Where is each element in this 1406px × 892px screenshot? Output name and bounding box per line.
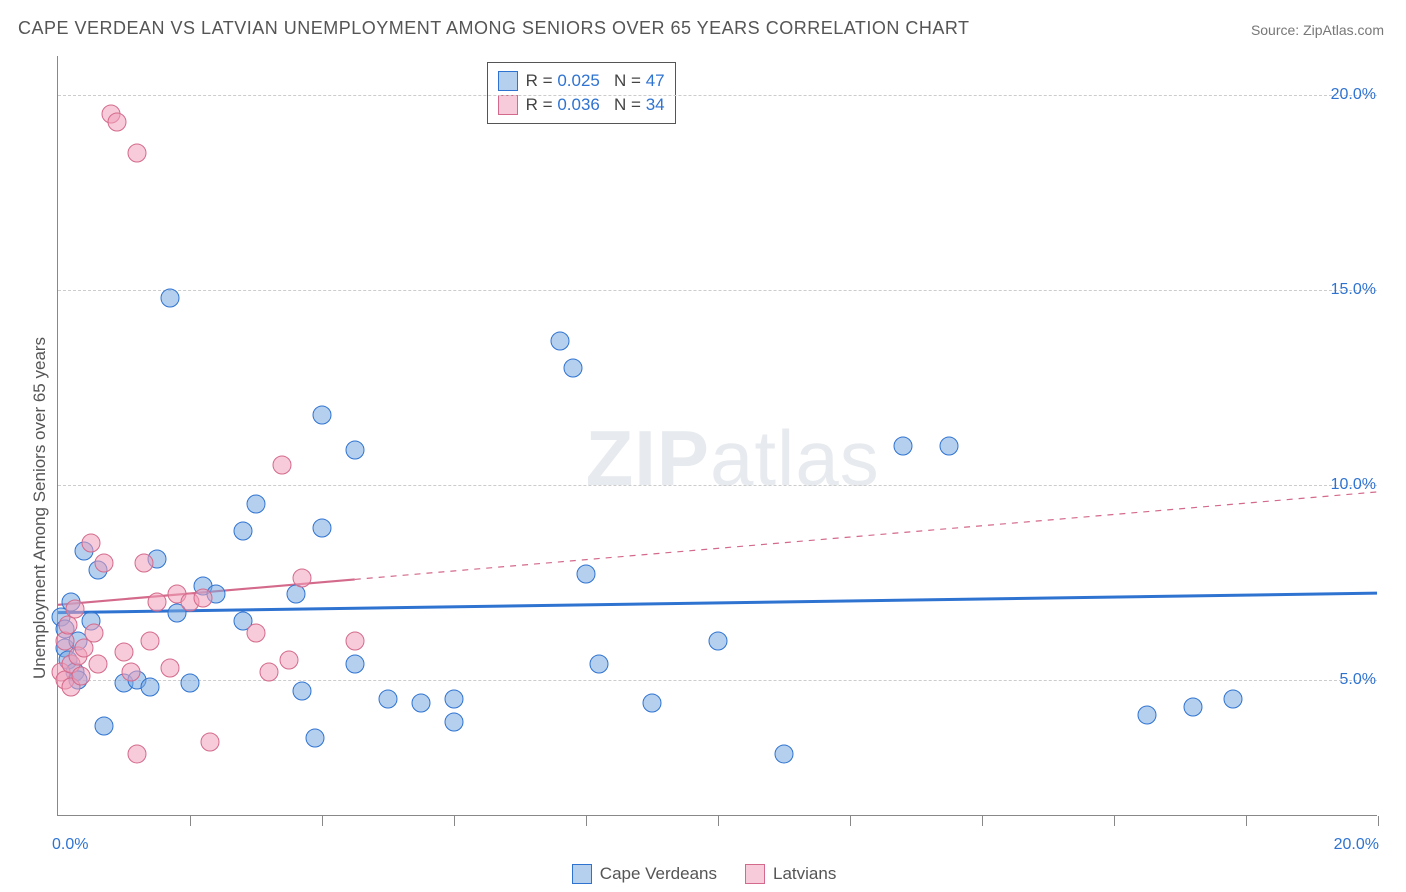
data-point <box>161 288 180 307</box>
data-point <box>379 690 398 709</box>
y-tick-label: 10.0% <box>1316 476 1376 494</box>
legend-swatch <box>498 95 518 115</box>
gridline <box>58 95 1377 96</box>
correlation-legend-row: R = 0.025 N = 47 <box>498 69 665 93</box>
x-tick <box>1246 816 1247 826</box>
data-point <box>233 522 252 541</box>
gridline <box>58 680 1377 681</box>
watermark-bold: ZIP <box>586 414 710 502</box>
y-tick-label: 5.0% <box>1316 671 1376 689</box>
data-point <box>313 518 332 537</box>
source-name: ZipAtlas.com <box>1303 22 1384 38</box>
data-point <box>412 693 431 712</box>
data-point <box>108 113 127 132</box>
x-axis-end-label: 20.0% <box>1334 836 1379 854</box>
correlation-legend-row: R = 0.036 N = 34 <box>498 93 665 117</box>
data-point <box>85 623 104 642</box>
y-tick-label: 20.0% <box>1316 86 1376 104</box>
data-point <box>82 534 101 553</box>
data-point <box>643 693 662 712</box>
data-point <box>247 623 266 642</box>
x-tick <box>190 816 191 826</box>
data-point <box>134 553 153 572</box>
data-point <box>306 729 325 748</box>
data-point <box>115 643 134 662</box>
data-point <box>141 631 160 650</box>
gridline <box>58 485 1377 486</box>
data-point <box>148 592 167 611</box>
x-tick <box>322 816 323 826</box>
x-tick <box>718 816 719 826</box>
data-point <box>550 331 569 350</box>
y-tick-label: 15.0% <box>1316 281 1376 299</box>
data-point <box>72 666 91 685</box>
data-point <box>590 655 609 674</box>
data-point <box>260 662 279 681</box>
data-point <box>95 553 114 572</box>
scatter-plot-area: ZIPatlas R = 0.025 N = 47R = 0.036 N = 3… <box>57 56 1377 816</box>
trend-line <box>58 593 1377 612</box>
data-point <box>445 690 464 709</box>
data-point <box>65 600 84 619</box>
data-point <box>128 144 147 163</box>
data-point <box>313 405 332 424</box>
data-point <box>247 495 266 514</box>
x-tick <box>586 816 587 826</box>
data-point <box>1138 705 1157 724</box>
legend-swatch <box>745 864 765 884</box>
data-point <box>293 682 312 701</box>
data-point <box>293 569 312 588</box>
x-tick <box>454 816 455 826</box>
x-tick <box>982 816 983 826</box>
data-point <box>709 631 728 650</box>
data-point <box>577 565 596 584</box>
legend-swatch <box>498 71 518 91</box>
data-point <box>200 732 219 751</box>
data-point <box>280 651 299 670</box>
x-axis-start-label: 0.0% <box>52 836 88 854</box>
data-point <box>1223 690 1242 709</box>
series-legend-item: Latvians <box>745 864 836 884</box>
data-point <box>141 678 160 697</box>
x-tick <box>1378 816 1379 826</box>
legend-stats: R = 0.036 N = 34 <box>526 93 665 117</box>
data-point <box>346 631 365 650</box>
data-point <box>563 358 582 377</box>
data-point <box>273 456 292 475</box>
trend-line-dashed <box>355 492 1377 579</box>
y-axis-label: Unemployment Among Seniors over 65 years <box>30 337 50 679</box>
data-point <box>128 744 147 763</box>
series-legend-label: Cape Verdeans <box>600 864 717 884</box>
series-legend-item: Cape Verdeans <box>572 864 717 884</box>
series-legend-label: Latvians <box>773 864 836 884</box>
data-point <box>346 655 365 674</box>
data-point <box>893 436 912 455</box>
chart-title: CAPE VERDEAN VS LATVIAN UNEMPLOYMENT AMO… <box>18 18 970 39</box>
series-legend: Cape Verdeans Latvians <box>572 864 837 884</box>
data-point <box>181 674 200 693</box>
x-tick <box>850 816 851 826</box>
x-tick <box>1114 816 1115 826</box>
data-point <box>88 655 107 674</box>
data-point <box>346 440 365 459</box>
data-point <box>445 713 464 732</box>
data-point <box>121 662 140 681</box>
data-point <box>1184 697 1203 716</box>
source-attribution: Source: ZipAtlas.com <box>1251 22 1384 38</box>
data-point <box>95 717 114 736</box>
data-point <box>775 744 794 763</box>
data-point <box>194 588 213 607</box>
watermark: ZIPatlas <box>586 413 880 504</box>
source-prefix: Source: <box>1251 22 1303 38</box>
data-point <box>940 436 959 455</box>
watermark-light: atlas <box>710 414 880 502</box>
data-point <box>161 658 180 677</box>
trend-lines-svg <box>58 56 1377 815</box>
legend-stats: R = 0.025 N = 47 <box>526 69 665 93</box>
gridline <box>58 290 1377 291</box>
legend-swatch <box>572 864 592 884</box>
correlation-legend-box: R = 0.025 N = 47R = 0.036 N = 34 <box>487 62 676 124</box>
